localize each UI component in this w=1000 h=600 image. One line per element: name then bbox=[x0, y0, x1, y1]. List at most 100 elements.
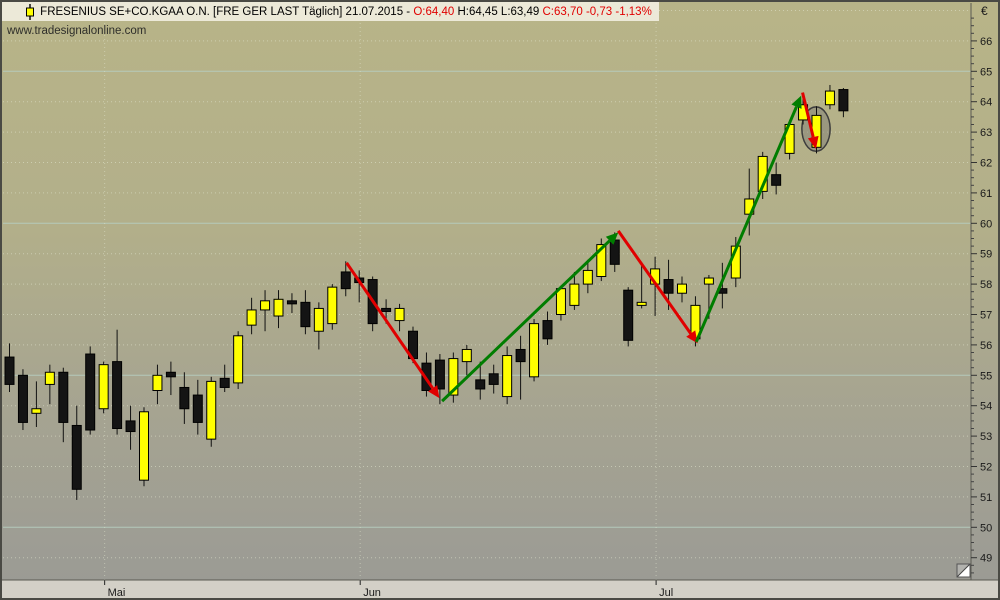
candle-body-down bbox=[17, 374, 28, 423]
y-axis-label: 65 bbox=[980, 66, 992, 78]
candle-body-down bbox=[179, 386, 190, 410]
candle bbox=[286, 293, 297, 313]
candle bbox=[569, 271, 580, 310]
candle bbox=[771, 162, 782, 195]
y-axis-label: 51 bbox=[980, 492, 992, 504]
candle bbox=[327, 284, 338, 330]
candle-body-up bbox=[327, 286, 338, 325]
candle-body-down bbox=[112, 361, 123, 429]
candle bbox=[475, 361, 486, 400]
candle-body-up bbox=[461, 348, 472, 363]
candle bbox=[300, 290, 311, 335]
candle bbox=[340, 261, 351, 297]
candle-body-up bbox=[596, 244, 607, 278]
candle bbox=[219, 364, 230, 393]
y-axis-label: 64 bbox=[980, 97, 992, 109]
candle bbox=[233, 331, 244, 389]
candle bbox=[838, 88, 849, 118]
chart-title-bar: FRESENIUS SE+CO.KGAA O.N. [FRE GER LAST … bbox=[2, 2, 659, 21]
y-axis-label: 60 bbox=[980, 218, 992, 230]
candle-body-up bbox=[152, 374, 163, 391]
candle-body-up bbox=[582, 269, 593, 285]
candle bbox=[488, 364, 499, 394]
candle-body-up bbox=[703, 277, 714, 285]
candle bbox=[542, 311, 553, 345]
candle bbox=[85, 346, 96, 435]
candle-body-down bbox=[623, 289, 634, 341]
candle bbox=[582, 259, 593, 294]
candle-body-down bbox=[771, 174, 782, 186]
candle bbox=[273, 290, 284, 329]
candle bbox=[448, 352, 459, 403]
month-label: Mai bbox=[108, 587, 126, 598]
candle bbox=[98, 361, 109, 414]
trend-arrow-down bbox=[801, 92, 819, 149]
candle-body-down bbox=[434, 359, 445, 390]
candle-body-down bbox=[663, 279, 674, 294]
trend-arrow-up bbox=[694, 95, 802, 343]
candle bbox=[179, 372, 190, 424]
candlestick-icon bbox=[6, 3, 35, 20]
candle-body-up bbox=[31, 408, 42, 414]
candle bbox=[165, 361, 176, 396]
y-axis-label: 66 bbox=[980, 36, 992, 48]
resize-handle-icon[interactable] bbox=[956, 563, 971, 578]
y-axis-label: 59 bbox=[980, 249, 992, 261]
y-axis-label: 54 bbox=[980, 401, 992, 413]
trend-arrow-down bbox=[617, 230, 698, 344]
candle bbox=[192, 379, 203, 435]
y-axis-label: 57 bbox=[980, 310, 992, 322]
trend-arrow-up bbox=[441, 232, 619, 403]
candle-body-down bbox=[192, 394, 203, 423]
candle bbox=[529, 319, 540, 382]
candle-body-up bbox=[636, 301, 647, 306]
candle-body-up bbox=[313, 307, 324, 332]
candle bbox=[596, 238, 607, 282]
title-segment: O:64,40 bbox=[413, 5, 455, 18]
candle bbox=[4, 343, 15, 393]
candle-body-down bbox=[71, 424, 82, 490]
y-axis-label: 49 bbox=[980, 553, 992, 565]
candle bbox=[246, 297, 257, 335]
candle-body-up bbox=[233, 335, 244, 384]
y-axis-label: 63 bbox=[980, 127, 992, 139]
y-axis-label: 53 bbox=[980, 431, 992, 443]
candle bbox=[434, 354, 445, 405]
trend-arrow-down bbox=[345, 261, 440, 399]
y-axis-label: 55 bbox=[980, 370, 992, 382]
title-segment: FRESENIUS SE+CO.KGAA O.N. [FRE GER LAST … bbox=[40, 5, 414, 18]
candle bbox=[260, 290, 271, 332]
candle-body-down bbox=[488, 373, 499, 385]
y-axis-label: 61 bbox=[980, 188, 992, 200]
currency-symbol: € bbox=[981, 4, 988, 18]
x-axis-strip bbox=[2, 580, 998, 598]
candle bbox=[206, 376, 217, 447]
candle-body-up bbox=[824, 90, 835, 106]
candle bbox=[71, 405, 82, 500]
candle bbox=[461, 344, 472, 376]
candle-body-down bbox=[381, 307, 392, 312]
candle-body-down bbox=[515, 348, 526, 363]
candle-body-up bbox=[448, 358, 459, 396]
candle bbox=[58, 367, 69, 443]
candle bbox=[125, 405, 136, 450]
candle-body-down bbox=[609, 239, 620, 265]
candle bbox=[677, 276, 687, 303]
candle bbox=[152, 364, 163, 405]
candle bbox=[502, 346, 513, 405]
candle-body-up bbox=[260, 300, 271, 311]
y-axis-label: 56 bbox=[980, 340, 992, 352]
candle-body-up bbox=[555, 288, 566, 316]
y-axis-label: 52 bbox=[980, 462, 992, 474]
candle bbox=[44, 364, 55, 405]
candle-body-down bbox=[475, 379, 486, 390]
candle-body-up bbox=[98, 364, 109, 410]
y-axis-label: 50 bbox=[980, 522, 992, 534]
candle-body-down bbox=[286, 300, 297, 305]
candle-body-up bbox=[569, 283, 580, 306]
candle-body-down bbox=[300, 301, 311, 328]
candle-body-down bbox=[838, 89, 849, 112]
candle bbox=[112, 329, 123, 435]
candle-body-down bbox=[219, 377, 230, 388]
candle bbox=[313, 302, 324, 350]
